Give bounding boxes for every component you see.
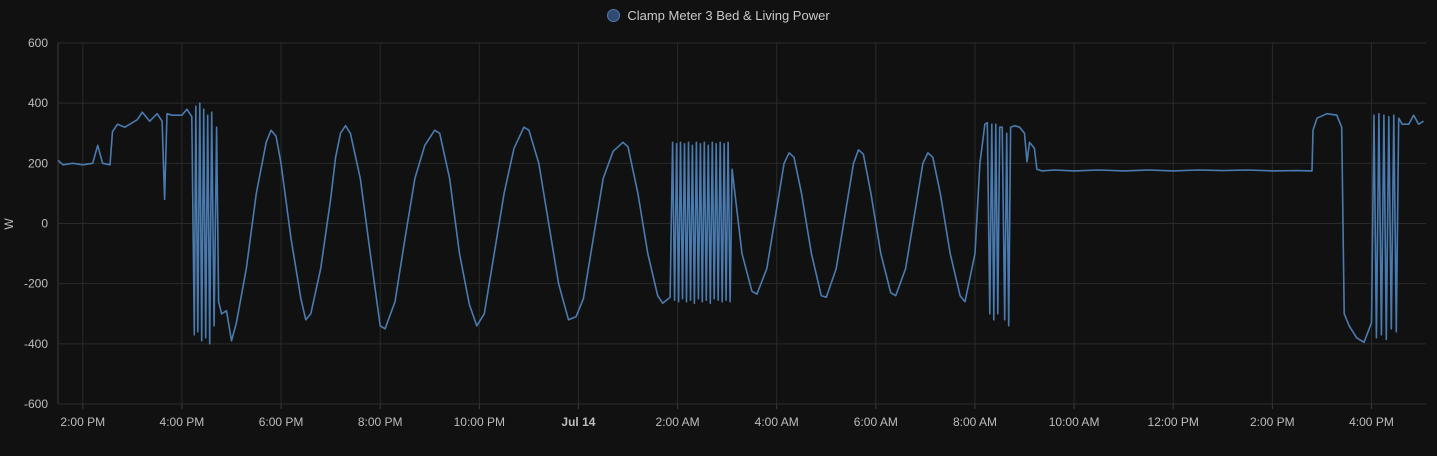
x-tick-label: 12:00 PM [1148,415,1199,429]
series-layer [57,102,1424,345]
y-axis-label: W [2,218,16,230]
y-tick-label: 200 [28,156,48,170]
x-tick-label: 2:00 PM [60,415,105,429]
x-tick-label: 4:00 PM [160,415,205,429]
legend-swatch-icon [607,9,621,22]
x-tick-label: 4:00 PM [1349,415,1394,429]
y-tick-label: -200 [24,277,48,291]
legend[interactable]: Clamp Meter 3 Bed & Living Power [0,8,1437,23]
x-tick-label: 6:00 AM [854,415,898,429]
grid-lines [58,42,1426,405]
x-tick-label: 8:00 PM [358,415,403,429]
y-tick-label: 0 [41,217,48,231]
x-tick-label: 8:00 AM [953,415,997,429]
legend-label: Clamp Meter 3 Bed & Living Power [627,8,830,23]
x-tick-label: 10:00 PM [454,415,505,429]
x-tick-label: 2:00 AM [656,415,700,429]
x-tick-label: 10:00 AM [1049,415,1100,429]
y-tick-label: 600 [28,36,48,50]
y-tick-label: 400 [28,96,48,110]
x-tick-label: Jul 14 [561,415,595,429]
x-tick-label: 4:00 AM [755,415,799,429]
x-tick-label: 2:00 PM [1250,415,1295,429]
series-line[interactable] [57,102,1424,345]
x-tick-label: 6:00 PM [259,415,304,429]
axes: 600 400 200 0 -200 -400 -600 2:00 PM 4:00 PM 6:00… [24,36,1394,429]
y-tick-label: -600 [24,397,48,411]
y-tick-label: -400 [24,337,48,351]
